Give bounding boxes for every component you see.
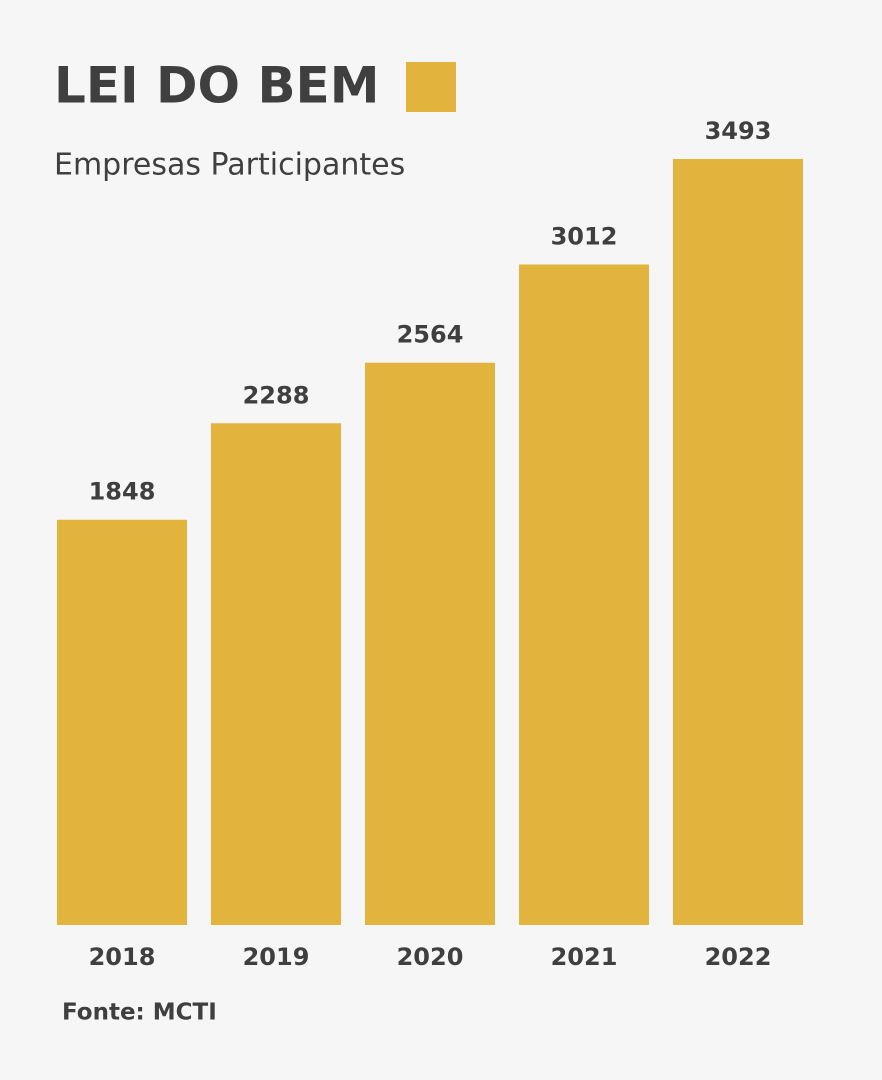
value-label: 3493 [705, 117, 772, 145]
bar [211, 423, 341, 925]
x-tick-label: 2018 [89, 943, 156, 971]
title-swatch [406, 62, 456, 112]
value-label: 1848 [89, 478, 156, 506]
x-tick-label: 2020 [397, 943, 464, 971]
bar [519, 264, 649, 925]
bar [57, 519, 187, 925]
value-label: 2288 [243, 381, 310, 409]
chart-subtitle: Empresas Participantes [54, 148, 405, 183]
x-tick-label: 2021 [551, 943, 618, 971]
source-note: Fonte: MCTI [62, 1000, 217, 1026]
value-label: 3012 [551, 222, 618, 250]
x-tick-label: 2022 [705, 943, 772, 971]
value-label: 2564 [397, 321, 464, 349]
chart-title: LEI DO BEM [54, 57, 379, 115]
bar [365, 362, 495, 926]
bar [673, 159, 803, 925]
x-tick-label: 2019 [243, 943, 310, 971]
